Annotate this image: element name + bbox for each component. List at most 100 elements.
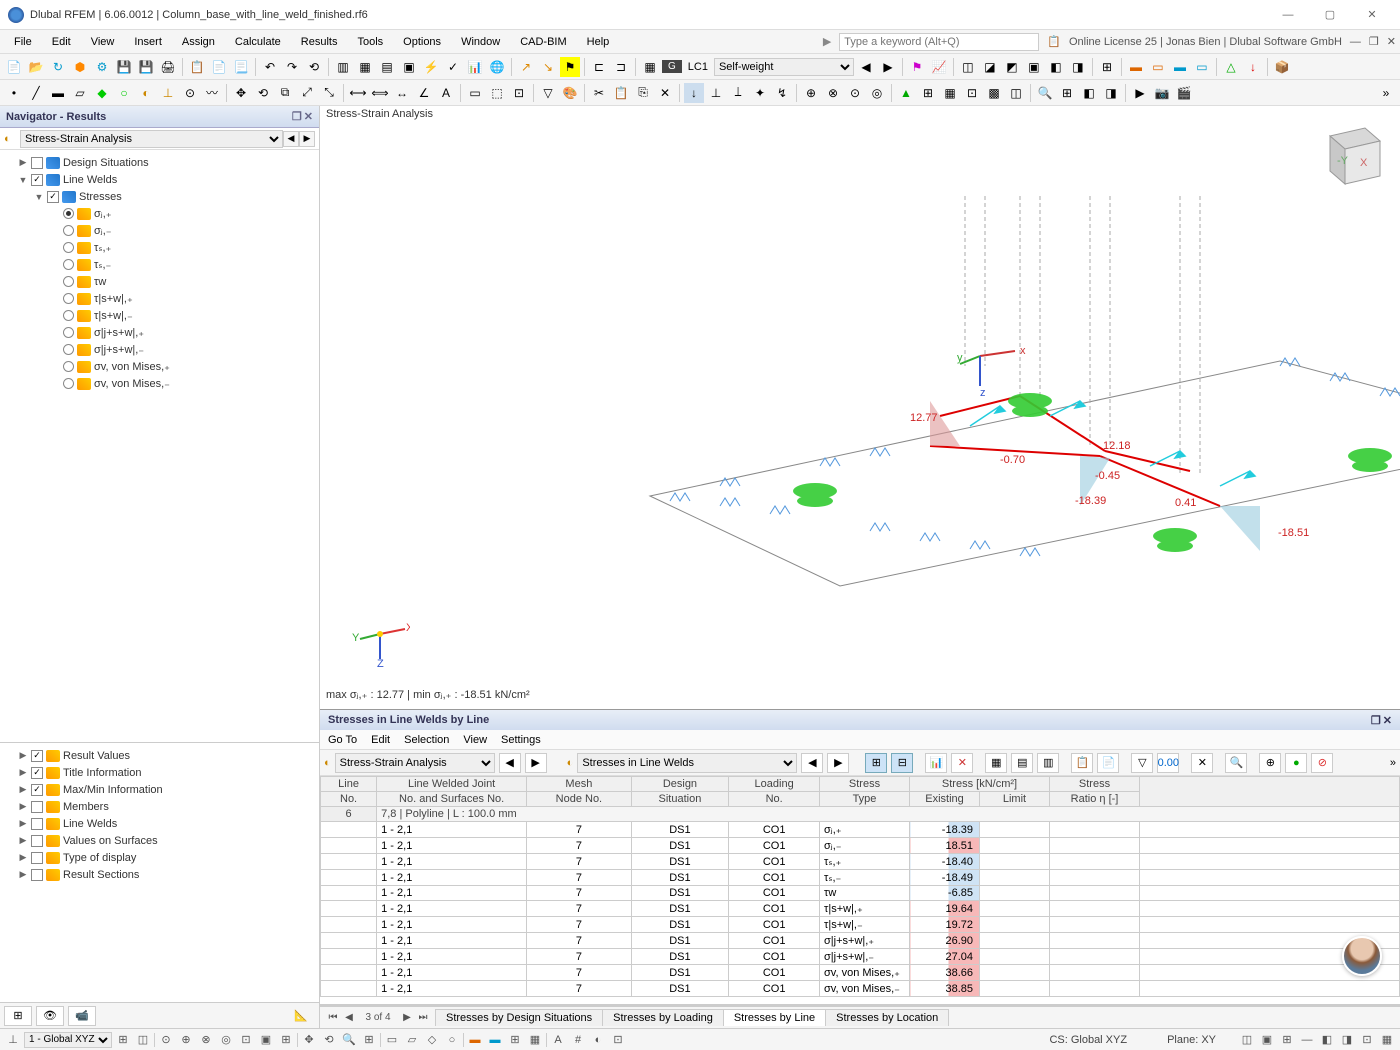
res6-icon[interactable]: ◫ xyxy=(1006,83,1026,103)
surface-icon[interactable]: ▱ xyxy=(70,83,90,103)
sb-r4-icon[interactable]: ▦ xyxy=(526,1032,544,1048)
nav-pin-icon[interactable]: ❐ xyxy=(292,110,302,123)
move-icon[interactable]: ✥ xyxy=(231,83,251,103)
minimize-button[interactable]: — xyxy=(1268,5,1308,25)
menu-edit[interactable]: Edit xyxy=(42,33,81,51)
sb-snap5-icon[interactable]: ⊡ xyxy=(237,1032,255,1048)
nav-analysis-select[interactable]: Stress-Strain Analysis xyxy=(20,130,283,148)
globe-icon[interactable]: 🌐 xyxy=(487,57,507,77)
option-item[interactable]: ▶Line Welds xyxy=(4,815,315,832)
panel3-icon[interactable]: ▤ xyxy=(377,57,397,77)
cube5-icon[interactable]: ◧ xyxy=(1046,57,1066,77)
panel-pin-icon[interactable]: ❐ xyxy=(1371,714,1381,727)
doc2-icon[interactable]: 📄 xyxy=(209,57,229,77)
sb-m1-icon[interactable]: ✥ xyxy=(300,1032,318,1048)
sb-snap4-icon[interactable]: ◎ xyxy=(217,1032,235,1048)
extend-icon[interactable]: ⤡ xyxy=(319,83,339,103)
table-row[interactable]: 1 - 2,17DS1CO1τ|s+w|,₋19.72 xyxy=(321,917,1400,933)
panel2-icon[interactable]: ▦ xyxy=(355,57,375,77)
load5-icon[interactable]: ↯ xyxy=(772,83,792,103)
dim2-icon[interactable]: ⟺ xyxy=(370,83,390,103)
load4-icon[interactable]: ✦ xyxy=(750,83,770,103)
tab[interactable]: Stresses by Location xyxy=(825,1009,949,1026)
tree-item[interactable]: τₛ,₋ xyxy=(4,256,315,273)
options-tree[interactable]: ▶✓Result Values▶✓Title Information▶✓Max/… xyxy=(0,742,319,1002)
table-row[interactable]: 1 - 2,17DS1CO1τₛ,₋-18.49 xyxy=(321,870,1400,886)
vid-icon[interactable]: 🎬 xyxy=(1174,83,1194,103)
sel2-icon[interactable]: ⬚ xyxy=(487,83,507,103)
dim3-icon[interactable]: ↔ xyxy=(392,83,412,103)
menu-insert[interactable]: Insert xyxy=(124,33,172,51)
sb-e3-icon[interactable]: ⊞ xyxy=(1278,1032,1296,1048)
pb-8[interactable]: 📋 xyxy=(1071,753,1093,773)
res3-icon[interactable]: ▦ xyxy=(940,83,960,103)
mirror-icon[interactable]: ⧉ xyxy=(275,83,295,103)
mesh-icon[interactable]: ⊞ xyxy=(1097,57,1117,77)
sb-e2-icon[interactable]: ▣ xyxy=(1258,1032,1276,1048)
sb-e8-icon[interactable]: ▦ xyxy=(1378,1032,1396,1048)
menu-options[interactable]: Options xyxy=(393,33,451,51)
sb-snap7-icon[interactable]: ⊞ xyxy=(277,1032,295,1048)
pm-goto[interactable]: Go To xyxy=(328,734,357,746)
spring-icon[interactable]: 〰 xyxy=(202,83,222,103)
tab-first-icon[interactable]: ⏮ xyxy=(326,1012,340,1023)
sb-3[interactable]: ◫ xyxy=(134,1032,152,1048)
pb-7[interactable]: ▥ xyxy=(1037,753,1059,773)
lc-select[interactable]: Self-weight xyxy=(714,58,854,76)
gear-icon[interactable]: ⚙ xyxy=(92,57,112,77)
pb-9[interactable]: 📄 xyxy=(1097,753,1119,773)
render4-icon[interactable]: ▭ xyxy=(1192,57,1212,77)
check-icon[interactable]: ✓ xyxy=(443,57,463,77)
flag2-icon[interactable]: ⚑ xyxy=(907,57,927,77)
pb-11[interactable]: ✕ xyxy=(1191,753,1213,773)
pb-filter-icon[interactable]: ▽ xyxy=(1131,753,1153,773)
res4-icon[interactable]: ⊡ xyxy=(962,83,982,103)
pb-6[interactable]: ▤ xyxy=(1011,753,1033,773)
res5-icon[interactable]: ▩ xyxy=(984,83,1004,103)
snap3-icon[interactable]: ⊙ xyxy=(845,83,865,103)
table-row[interactable]: 1 - 2,17DS1CO1σv, von Mises,₋38.85 xyxy=(321,981,1400,997)
load-icon[interactable]: ↓ xyxy=(1243,57,1263,77)
hinge-icon[interactable]: ⊙ xyxy=(180,83,200,103)
sb-t1-icon[interactable]: A xyxy=(549,1032,567,1048)
search-input[interactable] xyxy=(839,33,1039,51)
tab-next-icon[interactable]: ▶ xyxy=(400,1012,414,1023)
member-icon[interactable]: ▬ xyxy=(48,83,68,103)
tree-item[interactable]: τₛ,₊ xyxy=(4,239,315,256)
open-icon[interactable]: 📂 xyxy=(26,57,46,77)
pm-set[interactable]: Settings xyxy=(501,734,541,746)
menu-calculate[interactable]: Calculate xyxy=(225,33,291,51)
tree-item[interactable]: σ|j+s+w|,₊ xyxy=(4,324,315,341)
table-row[interactable]: 1 - 2,17DS1CO1σ|j+s+w|,₊26.90 xyxy=(321,933,1400,949)
more-icon[interactable]: » xyxy=(1376,83,1396,103)
text-icon[interactable]: A xyxy=(436,83,456,103)
close-button[interactable]: ✕ xyxy=(1352,5,1392,25)
tab[interactable]: Stresses by Loading xyxy=(602,1009,724,1026)
nav-btn-1[interactable]: ⊞ xyxy=(4,1006,32,1026)
edit2-icon[interactable]: 📋 xyxy=(611,83,631,103)
pb-14[interactable]: ⊘ xyxy=(1311,753,1333,773)
calc-icon[interactable]: ⚡ xyxy=(421,57,441,77)
nav-next-icon[interactable]: ▶ xyxy=(299,131,315,147)
option-item[interactable]: ▶✓Result Values xyxy=(4,747,315,764)
pm-edit[interactable]: Edit xyxy=(371,734,390,746)
load2-icon[interactable]: ⊥ xyxy=(706,83,726,103)
sb-snap1-icon[interactable]: ⊙ xyxy=(157,1032,175,1048)
pb-4[interactable]: ✕ xyxy=(951,753,973,773)
sb-m2-icon[interactable]: ⟲ xyxy=(320,1032,338,1048)
assistant-avatar[interactable] xyxy=(1342,936,1382,976)
table-row[interactable]: 1 - 2,17DS1CO1σⱼ,₊-18.39 xyxy=(321,822,1400,838)
table-row[interactable]: 1 - 2,17DS1CO1τw-6.85 xyxy=(321,886,1400,901)
angle-icon[interactable]: ∠ xyxy=(414,83,434,103)
menu-cadbim[interactable]: CAD-BIM xyxy=(510,33,576,51)
sel3-icon[interactable]: ⊡ xyxy=(509,83,529,103)
tree-item[interactable]: σv, von Mises,₋ xyxy=(4,375,315,392)
table-row[interactable]: 1 - 2,17DS1CO1τₛ,₊-18.40 xyxy=(321,854,1400,870)
tree-item[interactable]: σⱼ,₋ xyxy=(4,222,315,239)
ps2-next-icon[interactable]: ▶ xyxy=(827,753,849,773)
box-icon[interactable]: 📦 xyxy=(1272,57,1292,77)
menu-window[interactable]: Window xyxy=(451,33,510,51)
render1-icon[interactable]: ▬ xyxy=(1126,57,1146,77)
tab-prev-icon[interactable]: ◀ xyxy=(342,1012,356,1023)
tab[interactable]: Stresses by Design Situations xyxy=(435,1009,603,1026)
